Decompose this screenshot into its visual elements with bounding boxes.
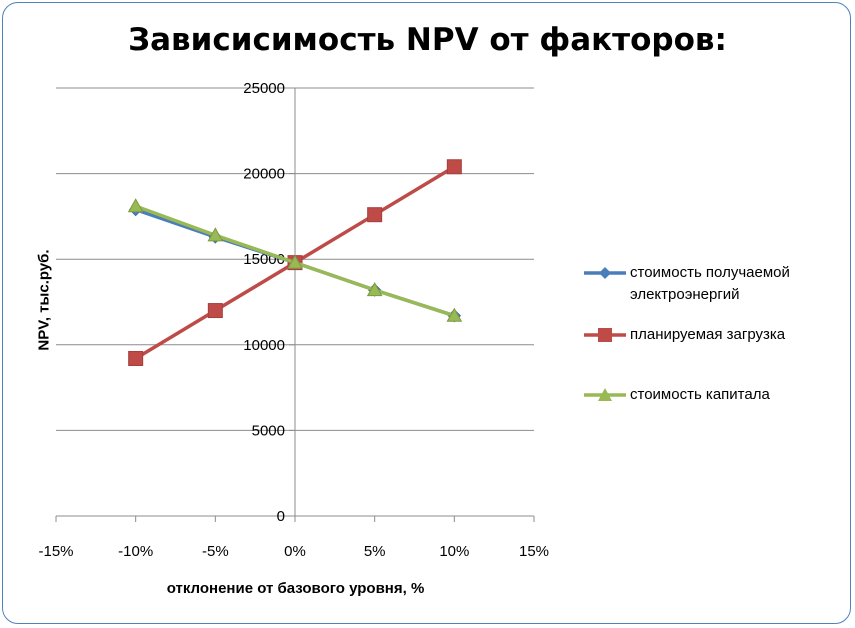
data-point-capital-cost: [446, 307, 463, 322]
data-point-planned-load: [367, 207, 383, 223]
data-point-planned-load: [446, 159, 462, 175]
x-tick-label: -10%: [118, 543, 153, 560]
legend-label-line: стоимость капитала: [630, 386, 770, 403]
x-tick-label: -5%: [202, 543, 229, 560]
x-tick-label: 15%: [519, 543, 549, 560]
legend-item-capital-cost: стоимость капитала: [582, 384, 850, 406]
legend-label-line: электроэнергий: [630, 286, 740, 303]
x-tick-label: 0%: [284, 543, 306, 560]
legend-label-planned-load: планируемая загрузка: [628, 324, 785, 346]
legend-label-line: планируемая загрузка: [630, 326, 786, 343]
y-tick-label: 20000: [243, 166, 285, 183]
data-point-capital-cost: [207, 227, 224, 242]
legend-swatch-capital-cost: [584, 388, 626, 401]
x-tick-label: 10%: [439, 543, 469, 560]
legend-label-line: стоимость получаемой: [630, 264, 790, 281]
x-tick-label: 5%: [364, 543, 386, 560]
legend-label-capital-cost: стоимость капитала: [628, 384, 770, 406]
x-axis-title: отклонение от базового уровня, %: [166, 580, 425, 597]
legend-item-electricity-cost: стоимость получаемой электроэнергий: [582, 262, 850, 306]
chart-title: Зависисимость NPV от факторов:: [128, 22, 727, 58]
data-point-capital-cost: [287, 254, 303, 269]
y-tick-label: 0: [277, 508, 285, 525]
legend-swatch-planned-load: [584, 328, 626, 342]
legend-item-planned-load: планируемая загрузка: [582, 324, 850, 346]
legend-label-electricity-cost: стоимость получаемой электроэнергий: [628, 262, 790, 306]
data-point-capital-cost: [127, 198, 144, 213]
y-tick-label: 5000: [252, 422, 285, 439]
y-tick-label: 10000: [243, 337, 285, 354]
data-point-planned-load: [207, 303, 223, 319]
legend-swatch-electricity-cost: [584, 267, 626, 279]
y-tick-label: 25000: [243, 80, 285, 97]
x-tick-label: -15%: [38, 543, 73, 560]
data-point-capital-cost: [366, 281, 383, 297]
data-point-planned-load: [128, 350, 144, 366]
